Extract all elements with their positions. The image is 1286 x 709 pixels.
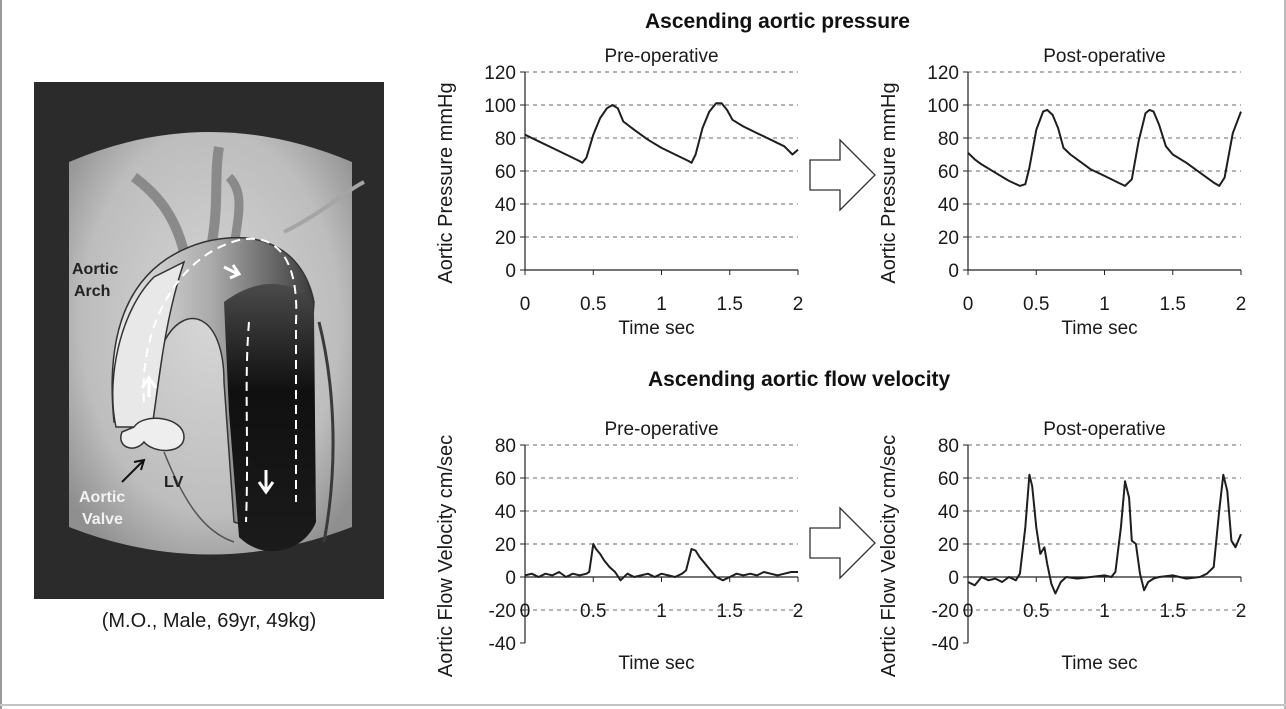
pressure-post-ytick-label: 20	[938, 228, 959, 249]
flow-post-ytick-label: 60	[938, 469, 959, 490]
flow-post-ytick-label: 20	[938, 535, 959, 556]
pressure-post-xtick-label: 0	[963, 294, 974, 315]
pre-to-post-arrow-pressure	[809, 138, 876, 212]
aortic-valve-shape	[120, 417, 185, 452]
pressure-post-xtick-label: 2	[1236, 294, 1247, 315]
flow-pre-ytick-label: 80	[495, 436, 516, 457]
figure-bottom-border	[0, 704, 1286, 706]
pre-to-post-arrow-flow	[809, 506, 876, 580]
pressure-post-ytick-label: 80	[938, 129, 959, 150]
flow-post-xtick-label: 0.5	[1023, 601, 1049, 622]
pressure-pre-ytick-label: 20	[495, 228, 516, 249]
flow-post-xtick-label: 0	[963, 601, 974, 622]
flow-pre-xtick-label: 1.5	[717, 601, 743, 622]
pressure-pre-xtick-label: 1	[656, 294, 667, 315]
flow-post-xlabel: Time sec	[1061, 653, 1137, 674]
flow-pre-ytick-label: -20	[489, 601, 516, 622]
flow-pre-xlabel: Time sec	[618, 653, 694, 674]
flow-pre-xtick-label: 1	[656, 601, 667, 622]
pressure-post-ytick-label: 120	[927, 63, 959, 84]
pressure-pre-ylabel: Aortic Pressure mmHg	[435, 82, 457, 283]
pressure-post-xlabel: Time sec	[1061, 318, 1137, 339]
pressure-pre-xtick-label: 0	[520, 294, 531, 315]
pressure-pre-ytick-label: 40	[495, 195, 516, 216]
pressure-pre-series-line	[524, 102, 799, 164]
figure-left-border	[0, 0, 8, 709]
flow-pre-xtick-label: 0.5	[580, 601, 606, 622]
figure-right-border	[1284, 0, 1286, 709]
pressure-post-ytick-label: 0	[948, 261, 959, 282]
flow-post-ytick-label: 0	[948, 568, 959, 589]
flow-post-series-line	[967, 473, 1242, 595]
pressure-pre-ytick-label: 0	[505, 261, 516, 282]
pressure-post-series-line	[967, 108, 1242, 187]
pressure-pre-xtick-label: 1.5	[717, 294, 743, 315]
flow-post-ytick-label: 40	[938, 502, 959, 523]
label-aortic-arch-line2: Arch	[74, 283, 110, 300]
pressure-pre-title: Pre-operative	[604, 46, 718, 67]
flow-pre-ylabel: Aortic Flow Velocity cm/sec	[435, 435, 457, 677]
patient-caption: (M.O., Male, 69yr, 49kg)	[101, 610, 317, 632]
flow-pre-ytick-label: 0	[505, 568, 516, 589]
label-aortic-valve-line2: Valve	[82, 511, 123, 528]
ascending-aorta	[111, 260, 186, 428]
flow-post-xtick-label: 2	[1236, 601, 1247, 622]
flow-pre-ytick-label: 20	[495, 535, 516, 556]
pressure-pre-ytick-label: 80	[495, 129, 516, 150]
pressure-pre-ytick-label: 60	[495, 162, 516, 183]
flow-post-ytick-label: -40	[932, 634, 959, 655]
pressure-section-title: Ascending aortic pressure	[645, 10, 910, 33]
label-aortic-arch-line1: Aortic	[72, 261, 118, 278]
angiogram-image: Aortic Arch LV Aortic Valve	[34, 82, 384, 599]
pressure-pre-ytick-label: 120	[484, 63, 516, 84]
pressure-pre-xtick-label: 0.5	[580, 294, 606, 315]
flow-post-ylabel: Aortic Flow Velocity cm/sec	[878, 435, 900, 677]
flow-post-ytick-label: -20	[932, 601, 959, 622]
pressure-post-ytick-label: 40	[938, 195, 959, 216]
descending-aorta	[224, 283, 316, 552]
pressure-pre-ytick-label: 100	[484, 96, 516, 117]
flow-post-ytick-label: 80	[938, 436, 959, 457]
pressure-post-ytick-label: 60	[938, 162, 959, 183]
pressure-post-ytick-label: 100	[927, 96, 959, 117]
pressure-pre-xtick-label: 2	[793, 294, 804, 315]
flow-pre-ytick-label: 40	[495, 502, 516, 523]
pressure-post-ylabel: Aortic Pressure mmHg	[878, 82, 900, 283]
flow-pre-ytick-label: 60	[495, 469, 516, 490]
flow-pre-xtick-label: 0	[520, 601, 531, 622]
flow-post-title: Post-operative	[1043, 419, 1166, 440]
flow-pre-title: Pre-operative	[604, 419, 718, 440]
pressure-post-xtick-label: 1	[1099, 294, 1110, 315]
flow-post-xtick-label: 1.5	[1160, 601, 1186, 622]
flow-pre-ytick-label: -40	[489, 634, 516, 655]
pressure-post-xtick-label: 1.5	[1160, 294, 1186, 315]
pressure-post-title: Post-operative	[1043, 46, 1166, 67]
pressure-pre-xlabel: Time sec	[618, 318, 694, 339]
flow-section-title: Ascending aortic flow velocity	[648, 368, 951, 391]
flow-pre-series-line	[524, 543, 798, 582]
pressure-post-xtick-label: 0.5	[1023, 294, 1049, 315]
label-aortic-valve-line1: Aortic	[79, 489, 125, 506]
flow-post-xtick-label: 1	[1099, 601, 1110, 622]
flow-pre-xtick-label: 2	[793, 601, 804, 622]
label-lv: LV	[164, 474, 184, 491]
